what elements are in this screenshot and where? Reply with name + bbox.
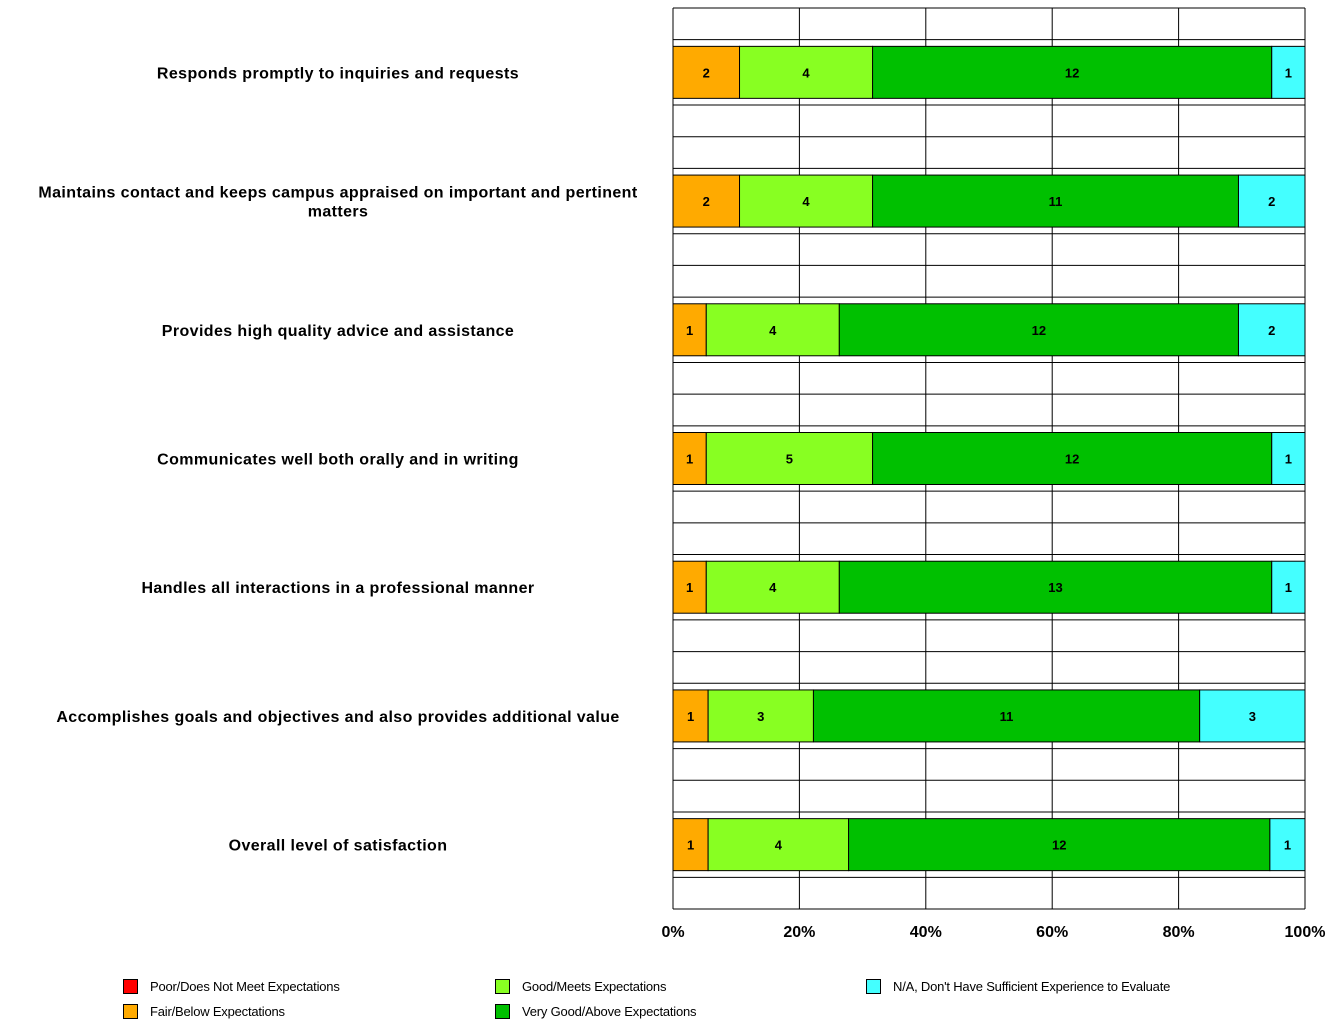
bar-segment-label: 4 xyxy=(802,65,810,80)
x-tick-label: 100% xyxy=(1285,924,1326,941)
bar-segment-label: 12 xyxy=(1052,838,1066,853)
bar-segment xyxy=(672,560,707,614)
bar-segment xyxy=(872,45,1273,99)
legend-item: N/A, Don't Have Sufficient Experience to… xyxy=(866,979,1170,994)
bar-segment xyxy=(739,45,874,99)
x-tick-label: 20% xyxy=(783,924,815,941)
legend-swatch xyxy=(495,1004,510,1019)
legend-label: Very Good/Above Expectations xyxy=(522,1004,697,1019)
legend-swatch xyxy=(123,979,138,994)
bar-segment xyxy=(672,45,741,99)
bar-segment xyxy=(1269,818,1306,872)
category-label: Handles all interactions in a profession… xyxy=(141,580,534,597)
bar-segment-label: 2 xyxy=(703,194,710,209)
bar-segment-label: 5 xyxy=(786,452,793,467)
bar-segment-label: 2 xyxy=(1268,194,1275,209)
x-tick-label: 60% xyxy=(1036,924,1068,941)
bar-segment-label: 1 xyxy=(1285,65,1292,80)
bar-segment-label: 12 xyxy=(1032,323,1046,338)
category-label: Provides high quality advice and assista… xyxy=(162,323,514,340)
bar-segment xyxy=(872,432,1273,485)
bar-segment xyxy=(672,174,741,228)
bar-segment-label: 1 xyxy=(686,580,693,595)
bar-segment-label: 2 xyxy=(703,65,710,80)
bar-segment-label: 3 xyxy=(1249,709,1256,724)
bar-segment-label: 2 xyxy=(1268,323,1275,338)
bar-segment xyxy=(1271,560,1306,614)
bar-segment xyxy=(739,174,874,228)
bar-segment xyxy=(705,432,874,485)
bar-segment xyxy=(1271,45,1306,99)
bar-segment-label: 1 xyxy=(1284,838,1291,853)
bar-segment-label: 1 xyxy=(686,323,693,338)
bar-segment xyxy=(838,303,1239,357)
bar-segment-label: 13 xyxy=(1048,580,1062,595)
bar-segment xyxy=(705,303,840,357)
bar-segment-label: 12 xyxy=(1065,65,1079,80)
legend-label: Fair/Below Expectations xyxy=(150,1004,285,1019)
bar-segment-label: 1 xyxy=(686,452,693,467)
bar-segment-label: 11 xyxy=(1049,194,1063,209)
legend-item: Poor/Does Not Meet Expectations xyxy=(123,979,340,994)
bar-segment xyxy=(672,303,707,357)
legend-label: Good/Meets Expectations xyxy=(522,979,667,994)
legend-item: Good/Meets Expectations xyxy=(495,979,666,994)
bar-segment-label: 4 xyxy=(775,838,783,853)
bar-segment-label: 1 xyxy=(687,838,694,853)
bar-segment xyxy=(672,818,709,872)
legend-swatch xyxy=(495,979,510,994)
legend-label: N/A, Don't Have Sufficient Experience to… xyxy=(893,979,1171,994)
bar-segment xyxy=(705,560,840,614)
bar-segment-label: 1 xyxy=(1285,452,1292,467)
legend-swatch xyxy=(866,979,881,994)
bar-segment xyxy=(1271,432,1306,485)
category-label: Overall level of satisfaction xyxy=(229,838,448,855)
bar-segment xyxy=(707,818,850,872)
legend-swatch xyxy=(123,1004,138,1019)
legend-item: Very Good/Above Expectations xyxy=(495,1004,697,1019)
bar-segment-label: 11 xyxy=(1000,709,1014,724)
bar-segment xyxy=(848,818,1271,872)
x-tick-label: 40% xyxy=(910,924,942,941)
chart-legend: Poor/Does Not Meet Expectations Fair/Belo… xyxy=(0,977,1336,1023)
category-label: Maintains contact and keeps campus appra… xyxy=(38,185,637,221)
bar-segment-label: 12 xyxy=(1065,452,1079,467)
bar-segment xyxy=(1237,303,1306,357)
bar-segment-label: 1 xyxy=(1285,580,1292,595)
x-tick-label: 80% xyxy=(1163,924,1195,941)
bar-segment-label: 3 xyxy=(757,709,764,724)
bar-segment-label: 4 xyxy=(802,194,810,209)
bar-segment xyxy=(1237,174,1306,228)
category-label: Communicates well both orally and in wri… xyxy=(157,452,519,469)
x-tick-label: 0% xyxy=(661,924,684,941)
category-label: Responds promptly to inquiries and reque… xyxy=(157,65,519,82)
legend-label: Poor/Does Not Meet Expectations xyxy=(150,979,340,994)
bar-segment xyxy=(672,689,709,743)
category-label: Accomplishes goals and objectives and al… xyxy=(56,709,619,726)
bar-segment xyxy=(1199,689,1306,743)
bar-segment xyxy=(872,174,1239,228)
bar-segment-label: 1 xyxy=(687,709,694,724)
bar-segment-label: 4 xyxy=(769,323,777,338)
legend-item: Fair/Below Expectations xyxy=(123,1004,285,1019)
bar-segment-label: 4 xyxy=(769,580,777,595)
